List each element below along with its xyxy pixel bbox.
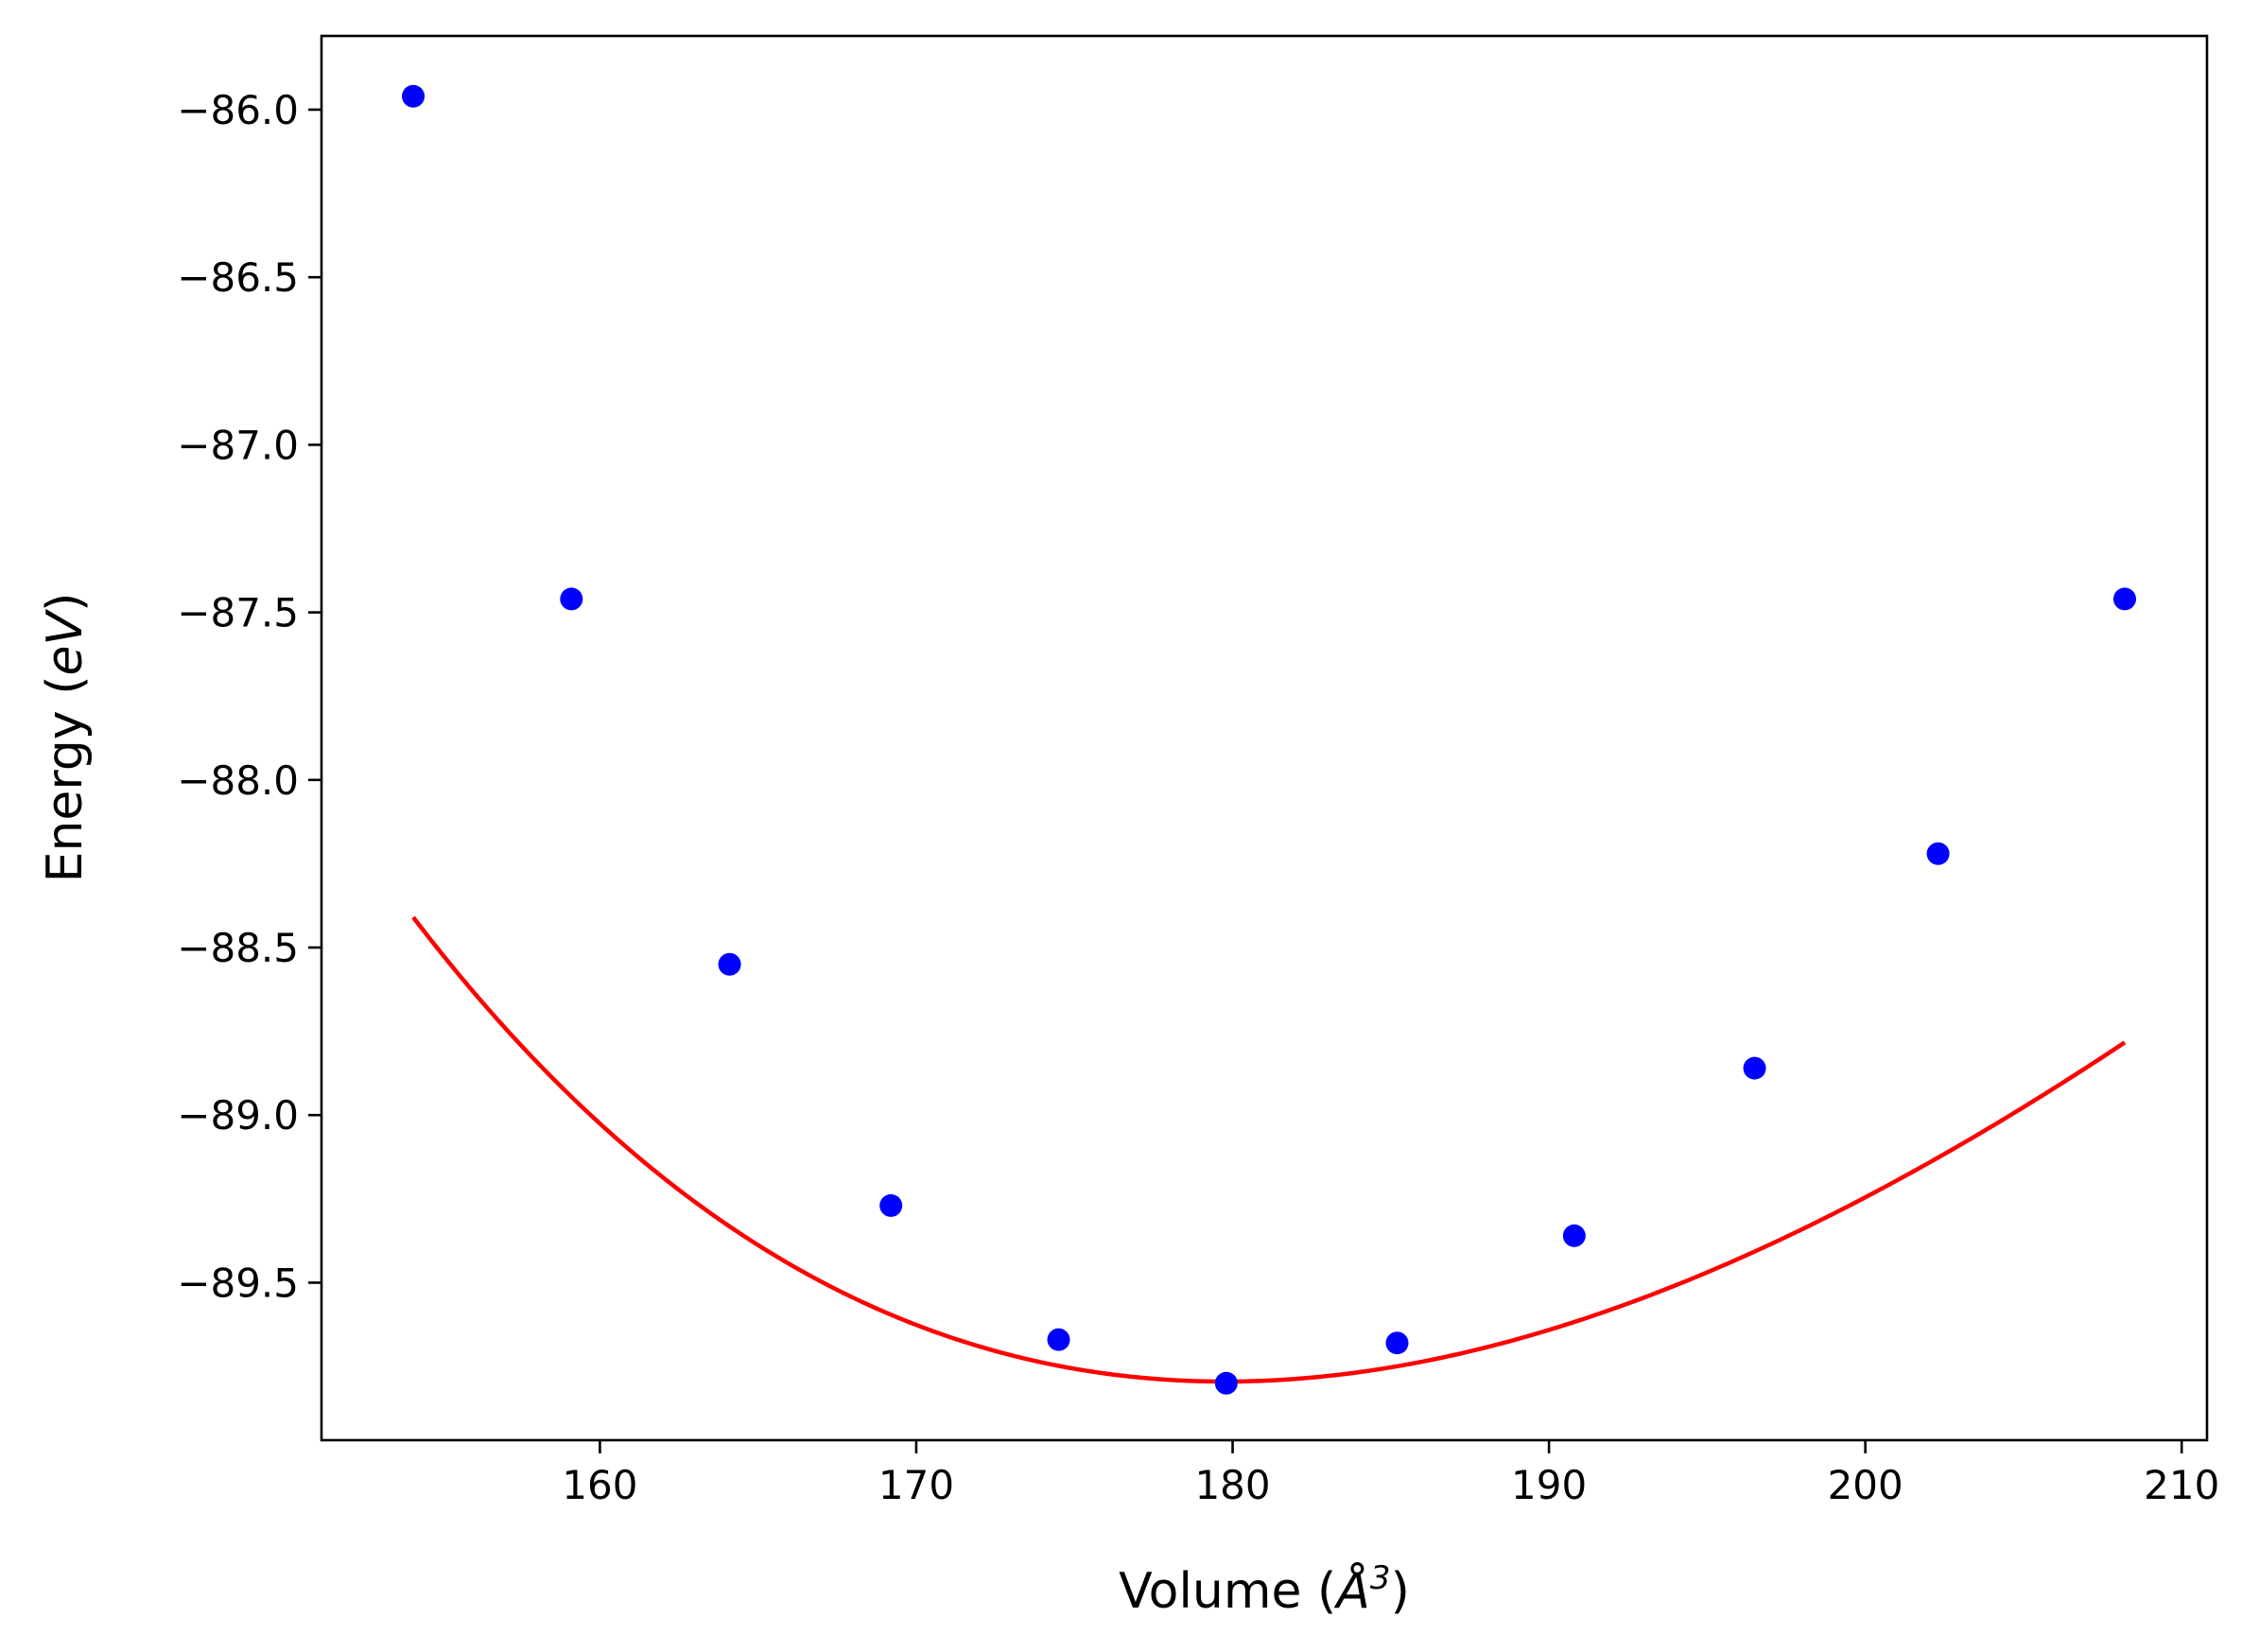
- y-tick-label: −88.0: [177, 757, 299, 804]
- x-tick-label: 200: [1828, 1462, 1903, 1508]
- data-point: [402, 84, 426, 108]
- data-point: [1926, 842, 1950, 865]
- x-axis-label-symbol: Å: [1333, 1561, 1370, 1620]
- y-axis: −86.0 −86.5 −87.0 −87.5 −88.0 −88.5 −89.0 −89.5: [177, 87, 321, 1306]
- x-tick-label: 170: [878, 1462, 954, 1508]
- data-point: [718, 952, 741, 976]
- x-axis-label-sup: 3: [1370, 1559, 1391, 1597]
- data-points: [402, 84, 2137, 1395]
- y-tick-label: −87.5: [177, 590, 299, 636]
- x-axis-label: Volume (Å3): [1119, 1559, 1410, 1620]
- x-axis-label-text: Volume (: [1119, 1563, 1336, 1620]
- x-axis-label-close: ): [1391, 1563, 1410, 1620]
- plot-frame: [320, 34, 2209, 1442]
- x-tick-label: 210: [2144, 1462, 2219, 1508]
- plot-area: [320, 34, 2209, 1442]
- x-axis: 160 170 180 190 200 210: [562, 1440, 2219, 1508]
- data-point: [1562, 1224, 1586, 1247]
- data-point: [1743, 1056, 1766, 1080]
- data-point: [560, 587, 583, 611]
- y-axis-label-unit: eV: [37, 609, 94, 676]
- data-point: [2113, 587, 2137, 611]
- y-axis-label-close: ): [37, 593, 94, 612]
- y-tick-label: −89.0: [177, 1092, 299, 1139]
- y-tick-label: −89.5: [177, 1260, 299, 1306]
- fit-curve: [411, 915, 2127, 1384]
- y-axis-label-text: Energy (: [37, 676, 94, 883]
- y-tick-label: −88.5: [177, 925, 299, 971]
- y-axis-label: Energy (eV): [37, 593, 94, 883]
- data-point: [1214, 1371, 1238, 1395]
- y-tick-label: −86.0: [177, 87, 299, 133]
- data-point: [1047, 1328, 1070, 1351]
- x-tick-label: 160: [562, 1462, 637, 1508]
- x-tick-label: 190: [1511, 1462, 1587, 1508]
- y-tick-label: −86.5: [177, 254, 299, 301]
- x-tick-label: 180: [1194, 1462, 1270, 1508]
- y-tick-label: −87.0: [177, 422, 299, 468]
- data-point: [879, 1193, 903, 1217]
- data-point: [1385, 1331, 1409, 1355]
